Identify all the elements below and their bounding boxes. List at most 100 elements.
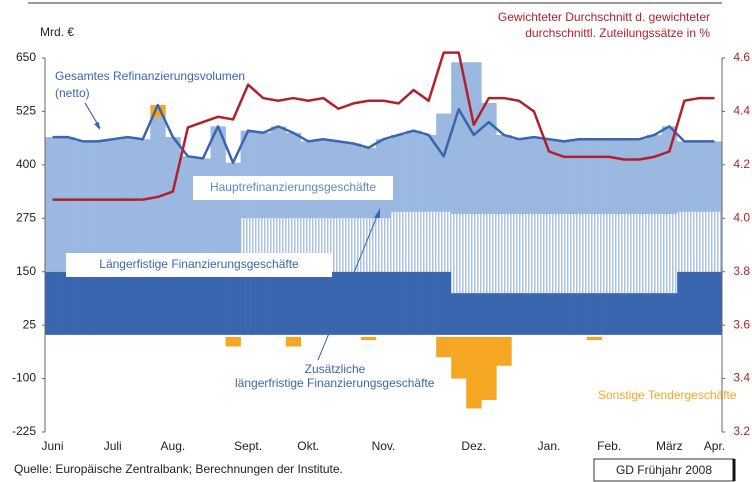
bar [631,139,648,215]
x-tick-label: März [656,439,683,453]
bar [451,335,467,379]
bar [436,113,452,212]
credit: GD Frühjahr 2008 [616,463,712,477]
bars [45,62,723,409]
bar [255,132,271,219]
bar [135,271,151,336]
y2-axis-title: durchschnittl. Zuteilungssätze in % [525,26,710,40]
bar [421,271,437,336]
bar [436,271,452,336]
bar [556,214,572,294]
series-label: Sonstige Tendergeschäfte [598,388,737,402]
bar [526,293,542,336]
bar [616,139,633,215]
bar [661,214,678,294]
y2-tick-label: 3.8 [733,264,750,278]
bar [195,271,211,336]
bar [180,156,196,255]
bar [451,293,467,336]
bar [511,293,527,336]
y-tick-label: 400 [16,157,36,171]
x-tick-label: Juli [104,439,122,453]
bar [601,293,617,336]
bar [360,218,377,272]
bar [150,271,166,336]
arrow-head [374,208,380,218]
bar [360,335,377,341]
bar [466,293,482,336]
bar [631,214,648,294]
bar [526,214,542,294]
x-tick-label: Aug. [161,439,186,453]
bar [406,130,422,212]
bar [421,211,437,272]
x-tick-label: Juni [42,439,64,453]
bar [105,271,121,336]
bar [511,214,527,294]
x-tick-label: Sept. [234,439,262,453]
annotation: längerfristige Finanzierungsgeschäfte [235,376,435,390]
bar [556,141,572,215]
bar [511,139,527,215]
label-box [66,253,332,277]
y-tick-label: -225 [12,424,36,438]
bar [556,293,572,336]
bar [586,139,602,215]
bar [706,271,723,336]
bar [360,271,377,336]
bar [345,271,362,336]
bar [406,271,422,336]
total-line [52,103,715,164]
bar [165,271,181,336]
bar [451,214,467,294]
bar [646,134,663,215]
bar [45,271,61,336]
bar [406,211,422,272]
y2-tick-label: 3.6 [733,317,750,331]
y-axis-title: Mrd. € [40,25,74,39]
source: Quelle: Europäische Zentralbank; Berechn… [14,462,343,476]
bar [691,141,708,212]
bar [75,141,91,272]
annotation: Zusätzliche [305,362,366,376]
x-tick-label: Feb. [597,439,621,453]
bar [676,271,693,336]
bar [105,139,121,272]
bar [270,126,287,219]
bar [571,293,587,336]
bar [240,271,256,336]
bar [706,211,723,272]
bar [285,271,302,336]
annotation: Gesamtes Refinanzierungsvolumen [55,69,245,83]
bar [436,335,452,358]
y2-tick-label: 4.2 [733,157,750,171]
bar [225,335,241,347]
bar [375,271,392,336]
bar [421,134,437,212]
bar [45,137,61,272]
series-label: Hauptrefinanzierungsgeschäfte [210,180,376,194]
bar [616,293,633,336]
y-tick-label: 25 [23,317,37,331]
bar [676,211,693,272]
bar [646,293,663,336]
bar [481,335,497,400]
bar [631,293,648,336]
y-tick-label: 150 [16,264,36,278]
bar [436,211,452,272]
bar [661,293,678,336]
bar [210,271,226,336]
y2-tick-label: 4.0 [733,210,750,224]
x-tick-label: Okt. [297,439,319,453]
bar [165,137,181,272]
y-tick-label: 525 [16,104,36,118]
bar [285,335,302,347]
bar [330,218,347,272]
y-tick-label: -100 [12,371,36,385]
bar [466,62,482,215]
bar [481,214,497,294]
bar [255,271,271,336]
bar [315,271,332,336]
